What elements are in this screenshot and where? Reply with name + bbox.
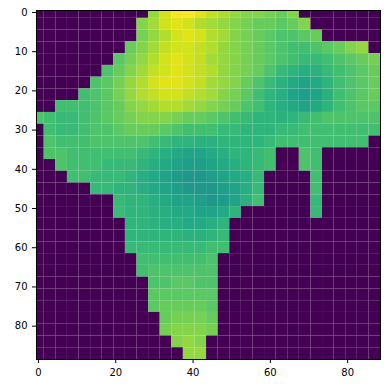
svg-text:0: 0 bbox=[21, 7, 27, 18]
svg-text:50: 50 bbox=[15, 203, 28, 214]
svg-text:60: 60 bbox=[15, 242, 28, 253]
svg-text:60: 60 bbox=[264, 367, 277, 378]
svg-text:70: 70 bbox=[15, 281, 28, 292]
svg-text:30: 30 bbox=[15, 124, 28, 135]
svg-text:0: 0 bbox=[35, 367, 41, 378]
svg-text:20: 20 bbox=[109, 367, 122, 378]
svg-text:40: 40 bbox=[187, 367, 200, 378]
svg-text:10: 10 bbox=[15, 46, 28, 57]
svg-text:20: 20 bbox=[15, 85, 28, 96]
svg-text:40: 40 bbox=[15, 164, 28, 175]
svg-text:80: 80 bbox=[341, 367, 354, 378]
svg-text:80: 80 bbox=[15, 320, 28, 331]
